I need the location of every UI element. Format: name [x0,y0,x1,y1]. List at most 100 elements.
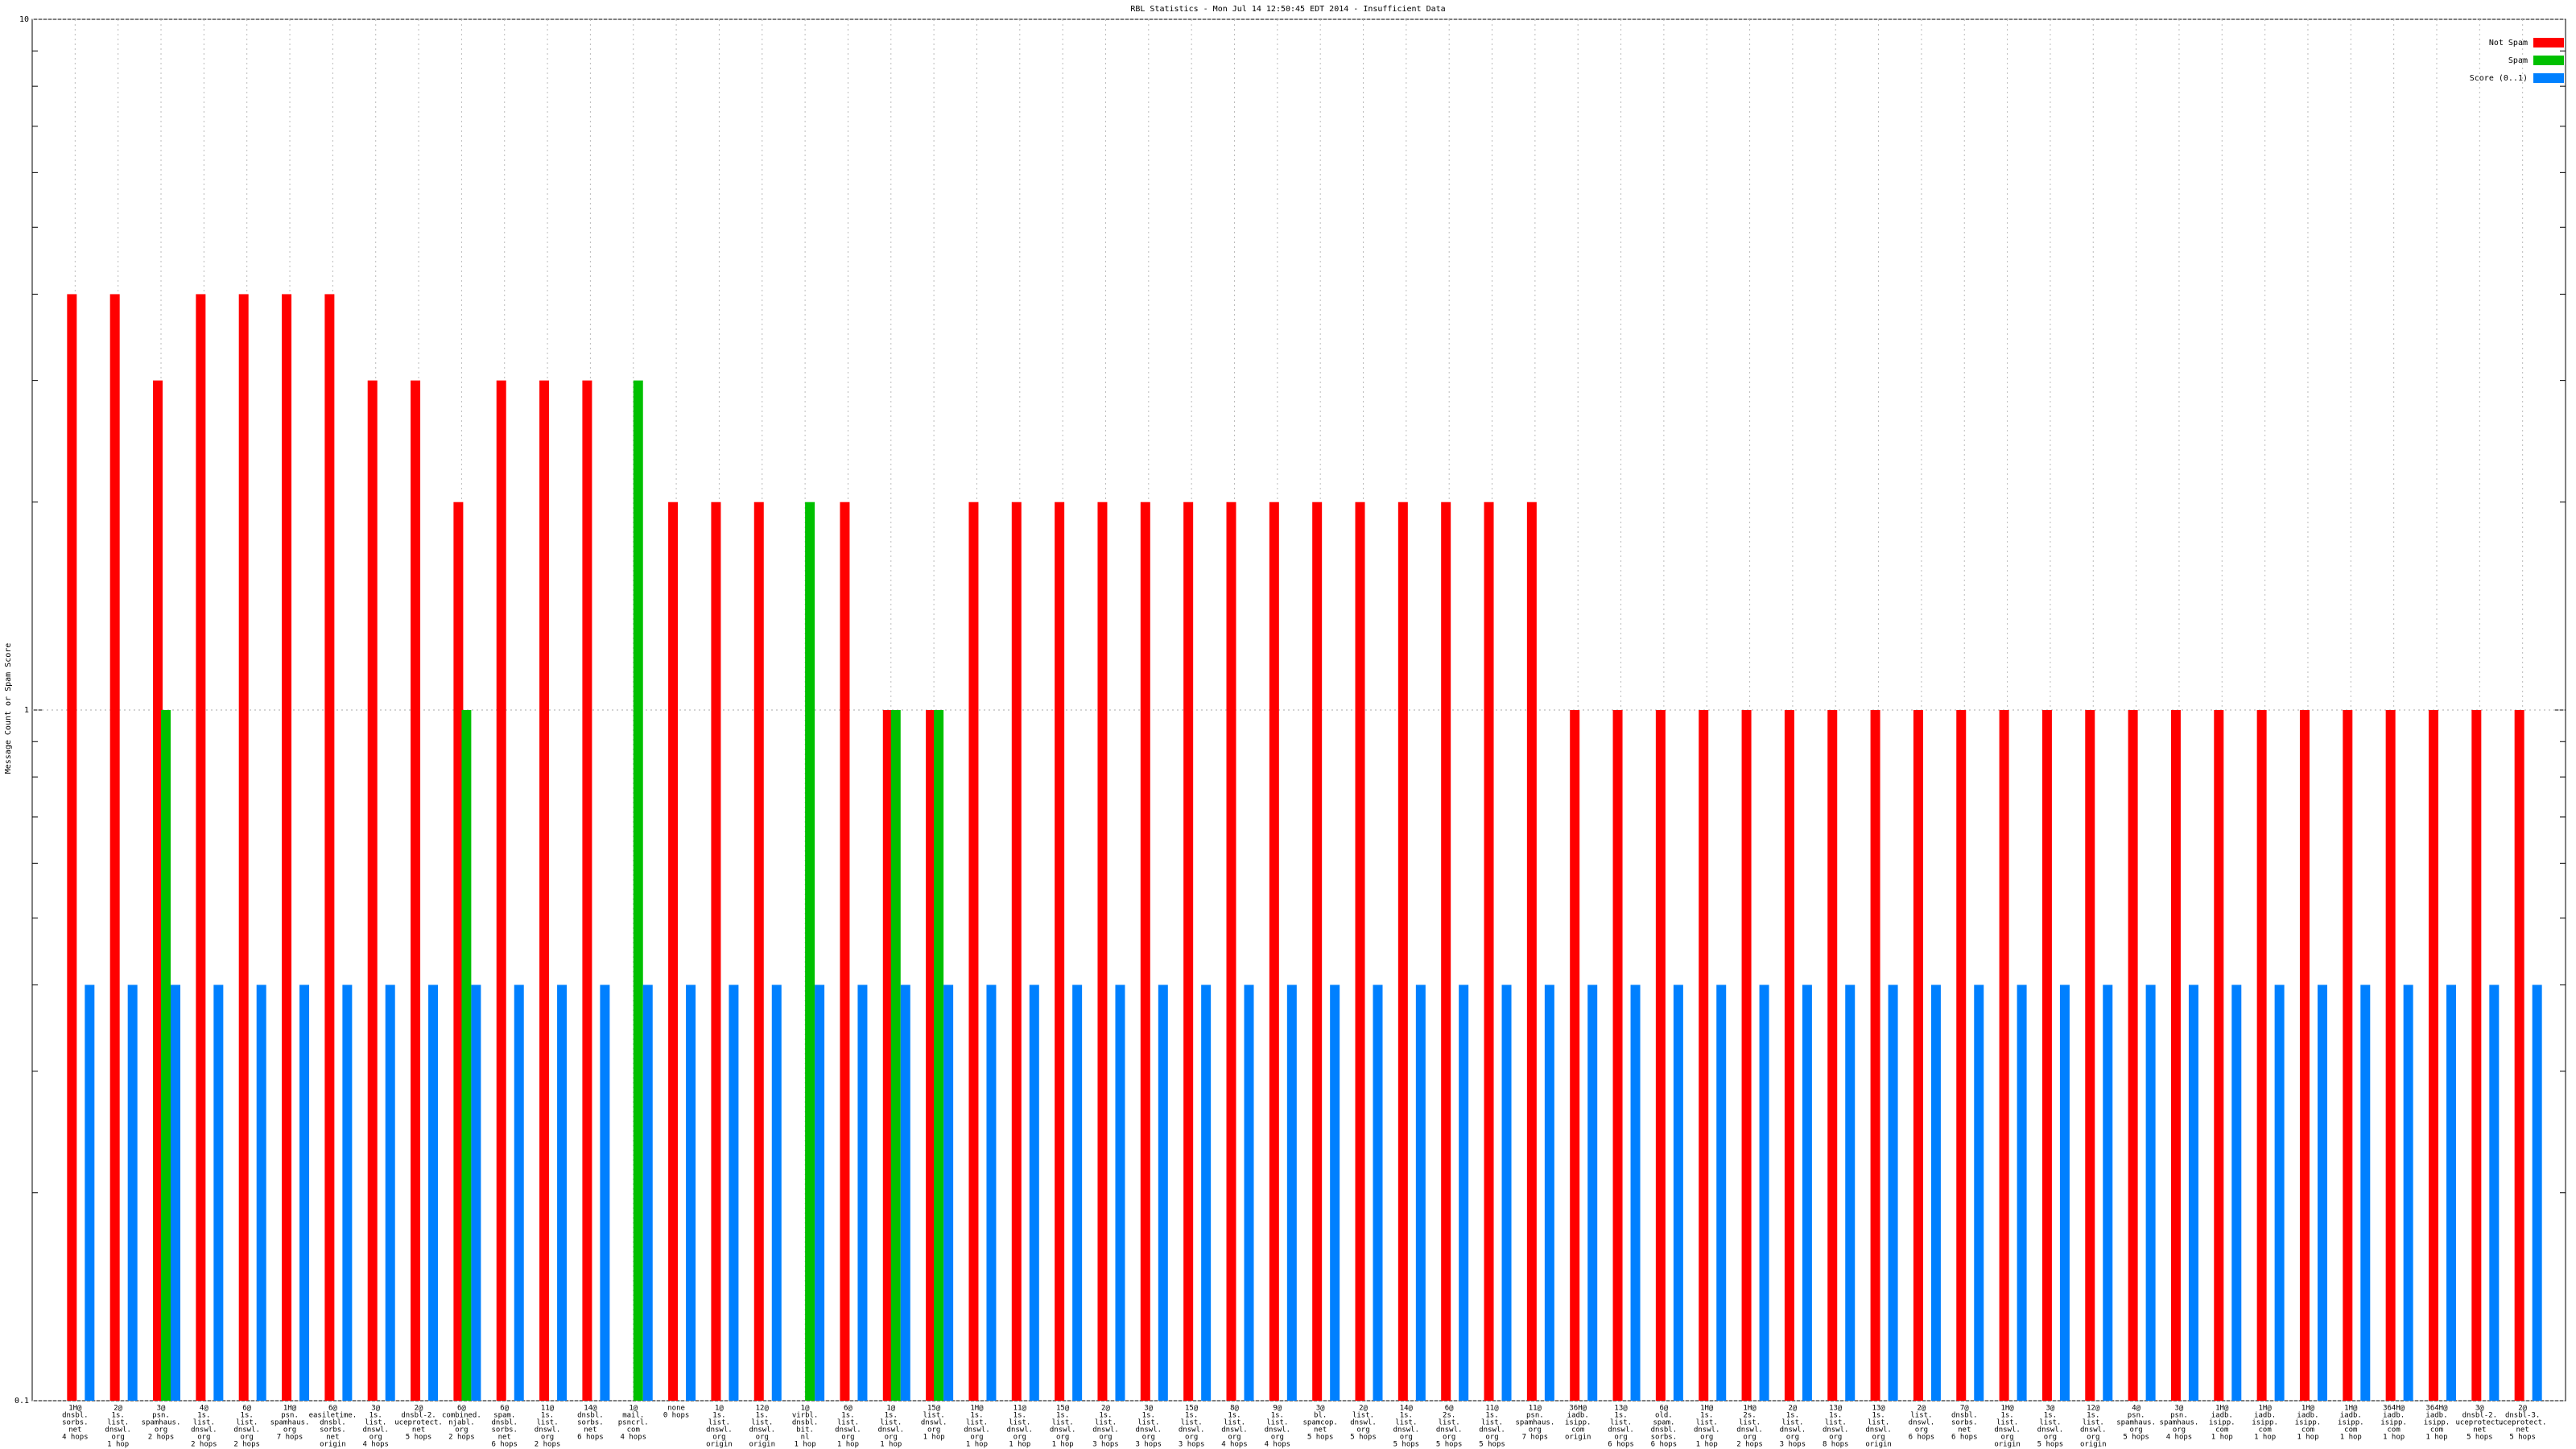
bar [514,985,524,1401]
x-tick-label: list. [193,1419,215,1427]
x-tick-label: dnswl. [1608,1426,1634,1435]
x-tick-label: dnsbl. [1651,1426,1678,1435]
x-tick-label: 1H@ [283,1405,297,1413]
x-tick-label: 5 hops [1436,1441,1463,1449]
bar [1526,502,1537,1401]
x-tick-label: 13@ [1872,1405,1885,1413]
x-tick-label: dnswl. [1136,1426,1162,1435]
x-tick-label: 7 hops [277,1434,303,1442]
x-tick-label: 1 hop [2211,1434,2233,1442]
bar [282,294,292,1402]
bar [428,985,439,1401]
bar [1673,985,1683,1401]
bar [600,985,610,1401]
x-tick-label: 12@ [2087,1405,2100,1413]
x-tick-label: 364H@ [2425,1405,2448,1413]
bar [934,710,944,1401]
x-tick-label: 1s. [1614,1412,1627,1420]
bar [153,380,163,1401]
legend-swatch [2533,38,2564,47]
bar [109,294,120,1402]
x-tick-label: njabl. [448,1419,475,1427]
bar [2489,985,2500,1401]
bar [1501,985,1512,1401]
x-tick-label: list. [1825,1419,1847,1427]
bar [171,985,181,1401]
x-tick-label: net [326,1434,339,1442]
x-tick-label: org [1443,1434,1455,1442]
x-tick-label: list. [923,1412,945,1420]
x-tick-label: org [1099,1434,1112,1442]
x-tick-label: org [2087,1434,2099,1442]
x-tick-label: 11@ [541,1405,555,1413]
x-tick-label: spam. [1653,1419,1674,1427]
x-tick-label: 5 hops [2123,1434,2149,1442]
x-tick-label: 1s. [1228,1412,1241,1420]
bar [633,380,643,1401]
x-tick-label: 2 hops [1736,1441,1763,1449]
bar [161,710,171,1401]
x-tick-label: org [1829,1434,1842,1442]
x-tick-label: list. [966,1419,988,1427]
bar [85,985,95,1401]
x-tick-label: org [1743,1434,1756,1442]
x-tick-label: 2@ [2518,1405,2527,1413]
y-axis-label: Message Count or Spam Score [4,643,13,774]
bar [1330,985,1340,1401]
x-tick-label: iadb. [2254,1412,2276,1420]
x-tick-label: dnsbl. [792,1419,819,1427]
bar [1244,985,1254,1401]
x-tick-label: 1@ [629,1405,638,1413]
x-tick-label: list. [236,1419,258,1427]
x-tick-label: 1@ [715,1405,724,1413]
x-tick-label: com [1571,1426,1584,1435]
x-tick-label: list. [1266,1419,1288,1427]
x-tick-label: org [841,1434,854,1442]
bar [1570,710,1580,1401]
x-tick-label: uceprotect. [394,1419,443,1427]
bar [2085,710,2095,1401]
x-tick-label: 2@ [415,1405,423,1413]
x-tick-label: dnswl. [921,1419,947,1427]
x-tick-label: 2 hops [233,1441,260,1449]
bar [1269,502,1279,1401]
bar [324,294,335,1402]
x-tick-label: com [2430,1426,2443,1435]
x-tick-label: list. [1224,1419,1245,1427]
bar [1226,502,1236,1401]
bar [1286,985,1297,1401]
x-tick-label: org [2044,1434,2057,1442]
x-tick-label: 1 hop [2297,1434,2318,1442]
x-tick-label: 1H@ [970,1405,984,1413]
x-tick-label: 2s. [1443,1412,1455,1420]
bar [411,380,421,1401]
x-tick-label: psn. [2128,1412,2145,1420]
bar [805,502,815,1401]
x-tick-label: dnsbl-2. [401,1412,436,1420]
x-tick-label: 1 hop [880,1441,902,1449]
x-tick-label: org [1356,1426,1369,1435]
x-tick-label: net [68,1426,81,1435]
x-tick-label: list. [537,1419,559,1427]
x-tick-label: 1 hop [2340,1434,2362,1442]
x-tick-label: net [2516,1426,2529,1435]
bar [2188,985,2198,1401]
bar [127,985,138,1401]
bar [2170,710,2181,1401]
bar [582,380,592,1401]
x-tick-label: org [369,1434,382,1442]
bar [890,710,901,1401]
x-tick-label: net [1958,1426,1971,1435]
legend-label: Score (0..1) [2470,74,2528,83]
x-tick-label: 1 hop [837,1441,859,1449]
bar [471,985,481,1401]
x-tick-label: 6@ [500,1405,509,1413]
x-tick-label: 6 hops [1909,1434,1935,1442]
x-tick-label: 6@ [457,1405,466,1413]
x-tick-label: spamcop. [1302,1419,1337,1427]
x-tick-label: 1 hop [923,1434,945,1442]
bar [686,985,696,1401]
x-tick-label: dnswl. [535,1426,561,1435]
bar [453,502,464,1401]
x-tick-label: bl. [1314,1412,1327,1420]
